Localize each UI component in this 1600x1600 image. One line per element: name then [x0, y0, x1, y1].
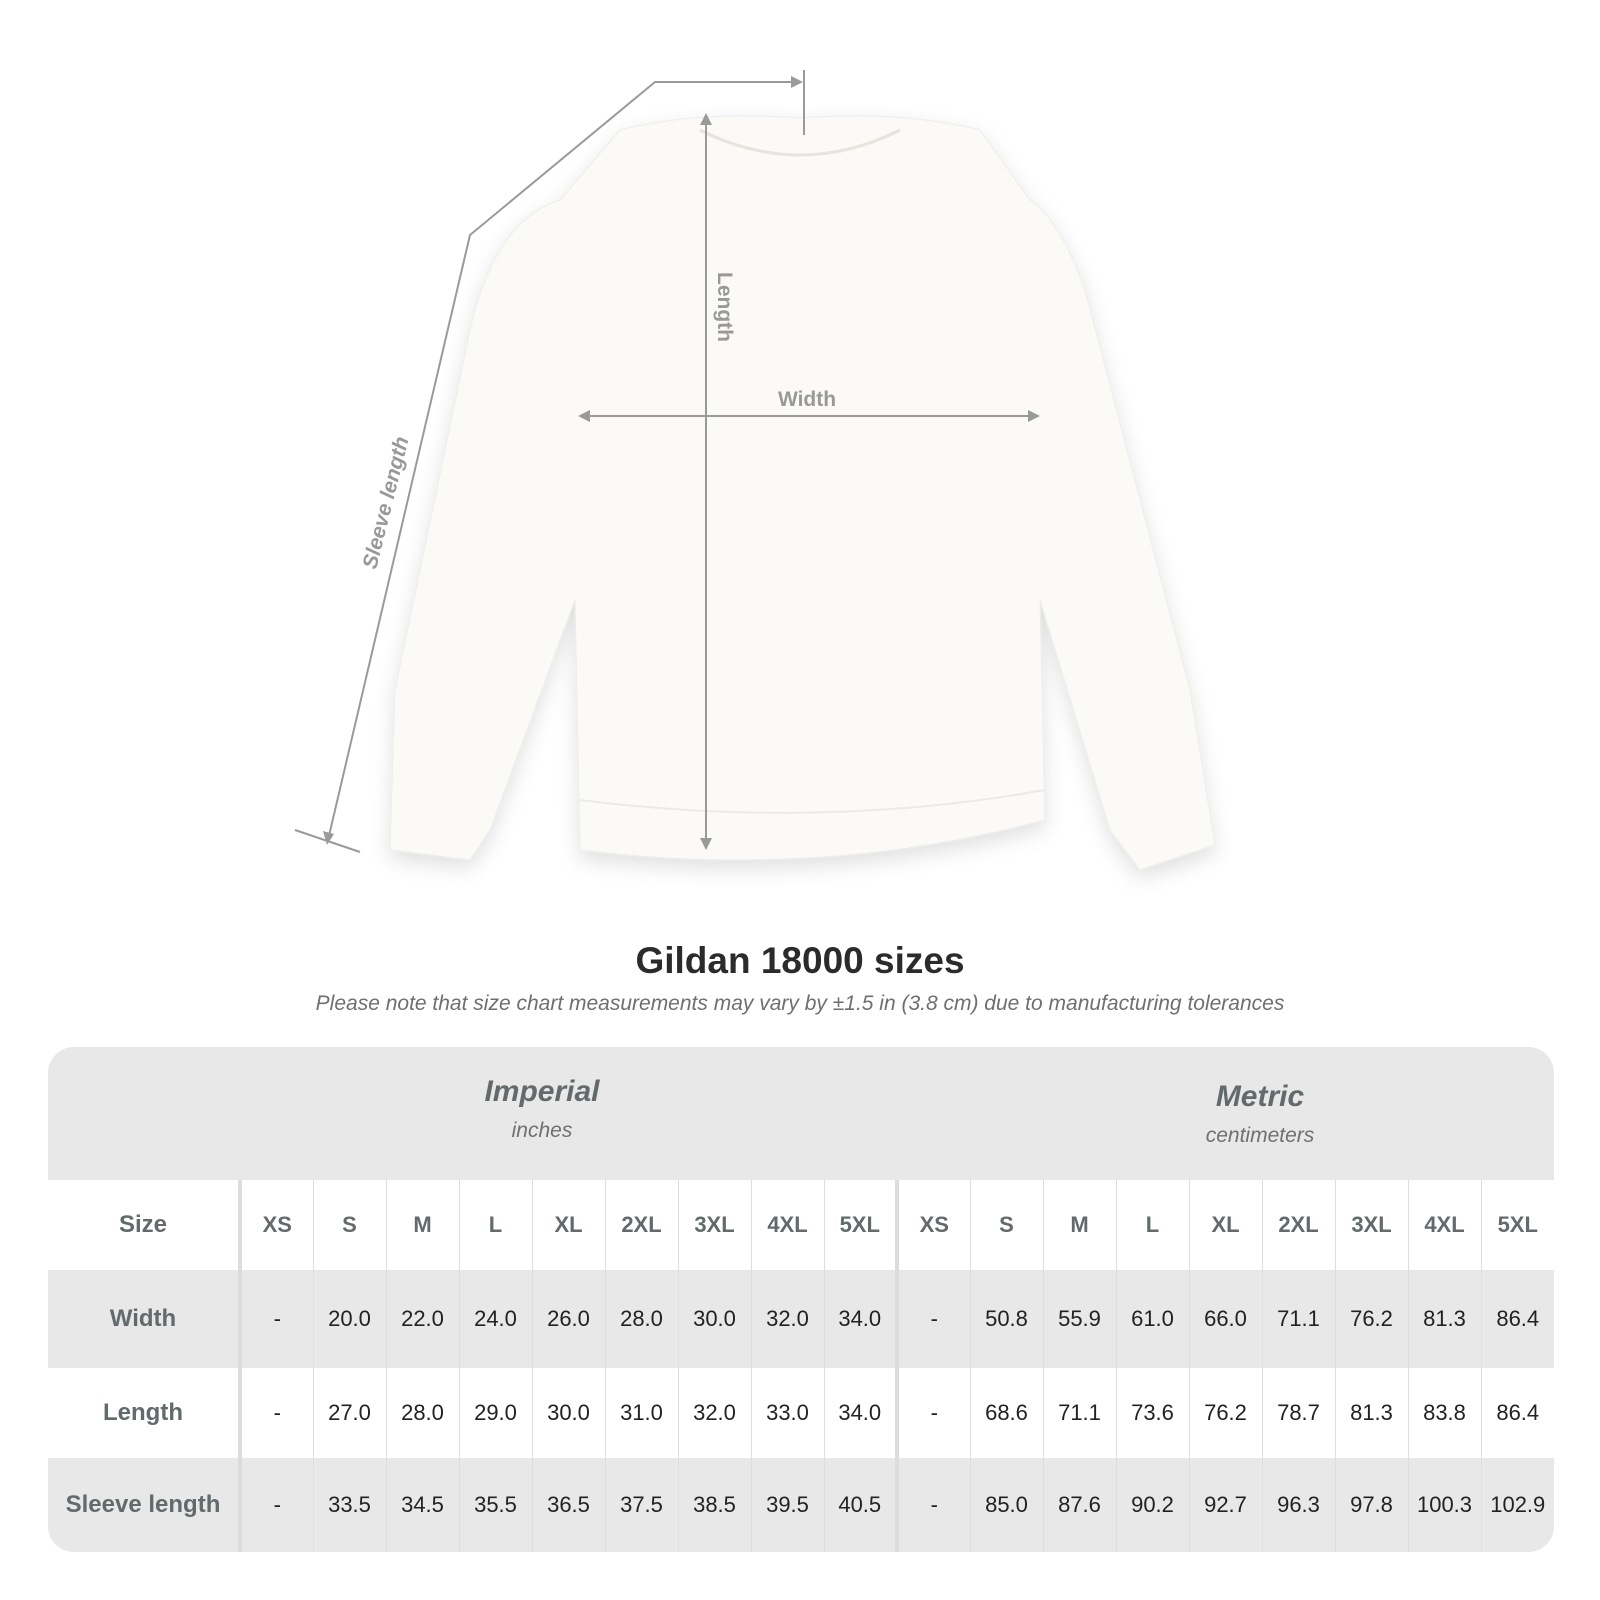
metric-size-header: 2XL [1261, 1180, 1335, 1270]
metric-value-cell: 100.3 [1407, 1458, 1481, 1552]
size-table: Imperial inches Metric centimeters Size X… [48, 1047, 1554, 1552]
metric-value-cell: 61.0 [1115, 1270, 1189, 1368]
imperial-value-cell: 31.0 [604, 1368, 678, 1458]
row-label: Width [48, 1270, 242, 1368]
metric-size-header: XS [895, 1180, 970, 1270]
imperial-value-cell: 39.5 [750, 1458, 824, 1552]
metric-value-cell: 78.7 [1261, 1368, 1335, 1458]
imperial-value-cell: 29.0 [458, 1368, 532, 1458]
metric-value-cell: 86.4 [1480, 1270, 1554, 1368]
size-header-row: Size XS S M L XL 2XL 3XL 4XL 5XL XS S M L XL 2XL 3XL 4XL 5… [48, 1180, 1554, 1270]
table-row: Sleeve length -33.5 34.5 35.5 36.5 37.5 38.5 39… [48, 1458, 1554, 1552]
sweatshirt-measurement-diagram: Length Width Sleeve length [294, 70, 1216, 871]
imperial-size-header: M [385, 1180, 459, 1270]
sleeve-length-label: Sleeve length [359, 434, 414, 571]
row-label: Length [48, 1368, 242, 1458]
imperial-value-cell: 28.0 [385, 1368, 459, 1458]
metric-value-cell: 81.3 [1407, 1270, 1481, 1368]
imperial-header: Imperial inches [192, 1075, 892, 1143]
imperial-size-header: 3XL [677, 1180, 751, 1270]
metric-header: Metric centimeters [910, 1080, 1554, 1148]
imperial-size-header: S [312, 1180, 386, 1270]
imperial-value-cell: 34.5 [385, 1458, 459, 1552]
metric-value-cell: 92.7 [1188, 1458, 1262, 1552]
imperial-value-cell: 30.0 [531, 1368, 605, 1458]
metric-size-header: 5XL [1480, 1180, 1554, 1270]
table-row: Width -20.0 22.0 24.0 26.0 28.0 30.0 32.0 34.0-5… [48, 1270, 1554, 1368]
table-row: Length -27.0 28.0 29.0 30.0 31.0 32.0 33.0 34.0-… [48, 1368, 1554, 1458]
metric-value-cell: 87.6 [1042, 1458, 1116, 1552]
imperial-value-cell: 32.0 [750, 1270, 824, 1368]
imperial-value-cell: 35.5 [458, 1458, 532, 1552]
metric-value-cell: 68.6 [969, 1368, 1043, 1458]
imperial-size-header: 4XL [750, 1180, 824, 1270]
metric-value-cell: 55.9 [1042, 1270, 1116, 1368]
imperial-size-header: L [458, 1180, 532, 1270]
metric-value-cell: 50.8 [969, 1270, 1043, 1368]
metric-size-header: L [1115, 1180, 1189, 1270]
metric-size-header: 4XL [1407, 1180, 1481, 1270]
metric-value-cell: 73.6 [1115, 1368, 1189, 1458]
chart-title: Gildan 18000 sizes [635, 940, 965, 981]
imperial-value-cell: - [239, 1270, 313, 1368]
metric-value-cell: 96.3 [1261, 1458, 1335, 1552]
imperial-value-cell: 24.0 [458, 1270, 532, 1368]
tolerance-note: Please note that size chart measurements… [315, 992, 1285, 1015]
imperial-value-cell: 40.5 [823, 1458, 897, 1552]
imperial-value-cell: 34.0 [823, 1368, 897, 1458]
imperial-value-cell: 26.0 [531, 1270, 605, 1368]
imperial-value-cell: 22.0 [385, 1270, 459, 1368]
imperial-value-cell: 20.0 [312, 1270, 386, 1368]
imperial-value-cell: 27.0 [312, 1368, 386, 1458]
imperial-value-cell: 33.5 [312, 1458, 386, 1552]
metric-value-cell: 83.8 [1407, 1368, 1481, 1458]
imperial-value-cell: 36.5 [531, 1458, 605, 1552]
metric-size-header: XL [1188, 1180, 1262, 1270]
metric-value-cell: 76.2 [1188, 1368, 1262, 1458]
imperial-size-header: 5XL [823, 1180, 897, 1270]
metric-size-header: S [969, 1180, 1043, 1270]
size-grid: Size XS S M L XL 2XL 3XL 4XL 5XL XS S M L XL 2XL 3XL 4XL 5… [48, 1180, 1554, 1552]
metric-unit: centimeters [1205, 1124, 1315, 1147]
metric-value-cell: - [895, 1458, 970, 1552]
imperial-value-cell: 33.0 [750, 1368, 824, 1458]
imperial-value-cell: 32.0 [677, 1368, 751, 1458]
metric-value-cell: 102.9 [1480, 1458, 1554, 1552]
metric-value-cell: - [895, 1368, 970, 1458]
imperial-value-cell: - [239, 1458, 313, 1552]
metric-value-cell: 76.2 [1334, 1270, 1408, 1368]
metric-size-header: 3XL [1334, 1180, 1408, 1270]
imperial-size-header: XL [531, 1180, 605, 1270]
imperial-value-cell: 37.5 [604, 1458, 678, 1552]
metric-value-cell: 85.0 [969, 1458, 1043, 1552]
row-label: Sleeve length [48, 1458, 242, 1552]
unit-header-band: Imperial inches Metric centimeters [48, 1047, 1554, 1180]
metric-title: Metric [1215, 1080, 1305, 1113]
metric-value-cell: 71.1 [1261, 1270, 1335, 1368]
metric-value-cell: 81.3 [1334, 1368, 1408, 1458]
imperial-value-cell: - [239, 1368, 313, 1458]
imperial-value-cell: 38.5 [677, 1458, 751, 1552]
metric-value-cell: - [895, 1270, 970, 1368]
sweatshirt-image [389, 115, 1216, 871]
imperial-value-cell: 30.0 [677, 1270, 751, 1368]
metric-value-cell: 86.4 [1480, 1368, 1554, 1458]
imperial-size-header: XS [239, 1180, 313, 1270]
imperial-value-cell: 34.0 [823, 1270, 897, 1368]
imperial-title: Imperial [484, 1075, 600, 1108]
width-label: Width [778, 388, 836, 411]
imperial-value-cell: 28.0 [604, 1270, 678, 1368]
metric-value-cell: 71.1 [1042, 1368, 1116, 1458]
metric-size-header: M [1042, 1180, 1116, 1270]
metric-value-cell: 90.2 [1115, 1458, 1189, 1552]
size-label: Size [48, 1180, 242, 1270]
metric-value-cell: 97.8 [1334, 1458, 1408, 1552]
length-label: Length [713, 272, 736, 342]
metric-value-cell: 66.0 [1188, 1270, 1262, 1368]
imperial-size-header: 2XL [604, 1180, 678, 1270]
imperial-unit: inches [511, 1119, 573, 1142]
